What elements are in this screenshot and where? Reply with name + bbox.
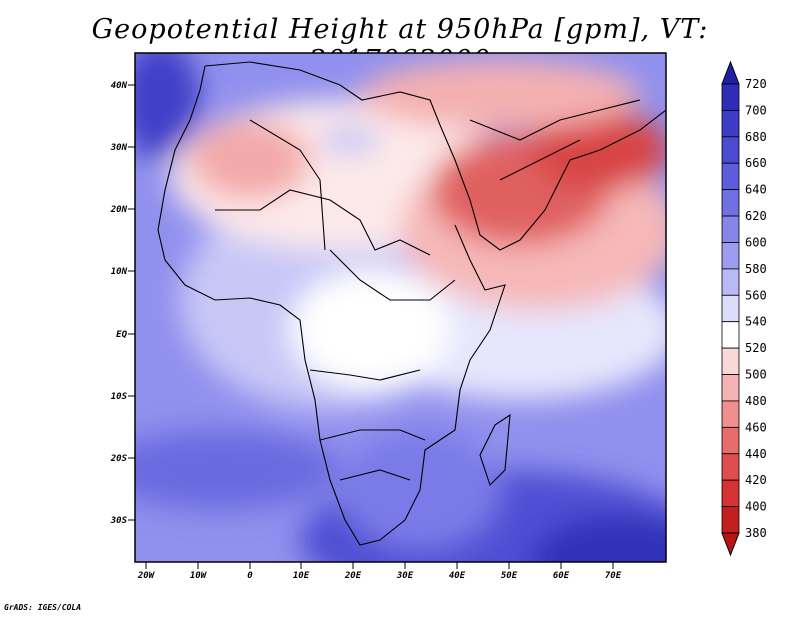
- colorbar-swatch: [721, 347, 740, 375]
- colorbar-label: 580: [745, 262, 767, 276]
- colorbar-swatch: [721, 321, 740, 349]
- colorbar-label: 640: [745, 183, 767, 197]
- lat-label: EQ: [116, 330, 127, 340]
- height-field: [135, 53, 666, 562]
- colorbar-label: 420: [745, 473, 767, 487]
- colorbar-label: 540: [745, 315, 767, 329]
- colorbar-label: 700: [745, 103, 767, 117]
- lon-label: 20E: [344, 571, 362, 581]
- lon-label: 0: [247, 571, 253, 581]
- colorbar-label: 560: [745, 288, 767, 302]
- colorbar-label: 680: [745, 130, 767, 144]
- lon-label: 70E: [605, 571, 622, 581]
- colorbar-label: 520: [745, 341, 767, 355]
- latitude-axis: 40N 30N 20N 10N EQ 10S 20S 30S: [110, 81, 135, 526]
- colorbar-swatch: [721, 110, 740, 138]
- colorbar-swatch: [721, 189, 740, 217]
- lat-label: 10S: [111, 392, 128, 402]
- colorbar-label: 720: [745, 77, 767, 91]
- lat-label: 40N: [111, 81, 128, 91]
- colorbar-swatch: [721, 426, 740, 455]
- colorbar-label: 460: [745, 420, 767, 434]
- lon-label: 40E: [449, 571, 466, 581]
- lat-label: 20N: [110, 205, 128, 215]
- colorbar-swatch: [721, 400, 740, 428]
- colorbar-label: 660: [745, 156, 767, 170]
- colorbar-swatch: [721, 83, 740, 111]
- colorbar-swatch: [721, 374, 740, 402]
- colorbar-swatch: [721, 162, 740, 191]
- colorbar-bottom-arrow: [721, 532, 740, 557]
- lat-label: 30S: [110, 516, 128, 526]
- grads-credit: GrADS: IGES/COLA: [4, 603, 82, 612]
- coastlines: [157, 61, 666, 546]
- lon-label: 10E: [293, 571, 310, 581]
- colorbar-label: 480: [745, 394, 767, 408]
- colorbar-swatch: [721, 136, 740, 164]
- lon-label: 50E: [501, 571, 518, 581]
- lon-label: 30E: [396, 571, 414, 581]
- colorbar-top-arrow: [721, 60, 740, 85]
- plot-frame: [134, 52, 667, 563]
- colorbar-label: 600: [745, 235, 767, 249]
- lat-label: 10N: [111, 267, 128, 277]
- colorbar-swatch: [721, 242, 740, 270]
- colorbar-label: 380: [745, 526, 767, 540]
- colorbar-swatch: [721, 215, 740, 243]
- lon-label: 20W: [137, 571, 156, 581]
- lon-label: 60E: [553, 571, 570, 581]
- colorbar-swatch: [721, 506, 740, 534]
- lat-label: 30N: [110, 143, 128, 153]
- colorbar-swatch: [721, 453, 740, 481]
- colorbar-label: 620: [745, 209, 767, 223]
- lat-label: 20S: [110, 454, 128, 464]
- longitude-axis: 20W 10W 0 10E 20E 30E 40E 50E 60E 70E: [137, 562, 622, 581]
- colorbar-swatch: [721, 479, 740, 507]
- colorbar-label: 440: [745, 447, 767, 461]
- colorbar-swatch: [721, 294, 740, 323]
- colorbar-swatch: [721, 268, 740, 296]
- colorbar: 720 700 680 660 640 620 600 580 560 540 520 500 480 4…: [721, 60, 767, 557]
- colorbar-label: 500: [745, 368, 767, 382]
- lon-label: 10W: [190, 571, 208, 581]
- colorbar-label: 400: [745, 500, 767, 514]
